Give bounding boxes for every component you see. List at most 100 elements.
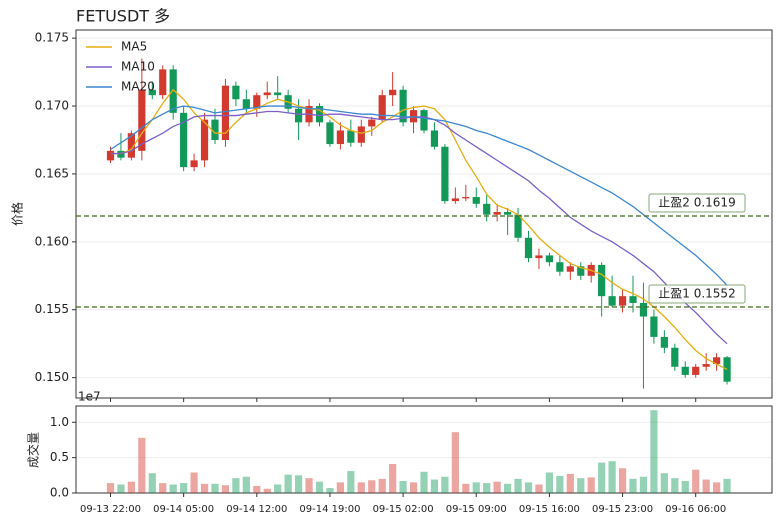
volume-bar — [608, 461, 616, 493]
candle-body — [357, 126, 365, 143]
volume-bar — [441, 476, 449, 493]
volume-bar — [336, 482, 344, 493]
candle-body — [347, 130, 355, 143]
y-tick-label: 1.0 — [50, 415, 69, 429]
target-label: 止盈2 0.1619 — [658, 196, 735, 210]
candle-body — [253, 95, 261, 109]
candle-body — [713, 357, 721, 365]
y-tick-label: 0.5 — [50, 450, 69, 464]
candle-body — [723, 357, 731, 382]
volume-bar — [357, 482, 365, 493]
volume-bar — [713, 482, 721, 493]
candle-body — [524, 237, 533, 259]
candle-body — [190, 160, 198, 168]
y-tick-label: 0.175 — [35, 31, 69, 45]
volume-bar — [315, 481, 324, 493]
candle-body — [608, 296, 616, 306]
offset-label: 1e7 — [78, 390, 101, 404]
plot-frame — [75, 405, 773, 494]
volume-bar — [106, 483, 115, 493]
volume-bar — [577, 478, 585, 493]
volume-bar — [200, 483, 209, 493]
candle-body — [483, 203, 491, 215]
candle-body — [639, 302, 648, 317]
volume-bar — [190, 472, 198, 493]
candle-body — [514, 214, 522, 238]
volume-bar — [159, 483, 167, 493]
volume-bar — [472, 482, 480, 493]
legend-label: MA10 — [121, 60, 155, 74]
candle-body — [660, 336, 668, 348]
volume-bar — [399, 480, 407, 493]
volume-bar — [389, 464, 397, 493]
candle-body — [127, 133, 135, 158]
candle-body — [117, 150, 125, 158]
plot-frame — [75, 29, 773, 399]
y-tick-label: 0.155 — [35, 302, 69, 316]
x-tick-label: 09-14 12:00 — [226, 504, 287, 515]
volume-bar — [702, 479, 710, 493]
candle-body — [180, 112, 188, 168]
x-tick-label: 09-14 05:00 — [153, 504, 214, 515]
volume-bar — [326, 488, 334, 493]
candle-body — [221, 85, 230, 140]
candle-body — [315, 106, 324, 123]
candle-body — [566, 266, 574, 272]
candle-body — [274, 92, 282, 96]
target-label-box — [648, 193, 746, 213]
volume-bar — [253, 485, 261, 493]
candle-body — [420, 110, 428, 131]
candle-body — [629, 296, 637, 303]
candle-body — [242, 99, 250, 109]
x-tick-label: 09-16 06:00 — [665, 504, 726, 515]
chart-title: FETUSDT 多 — [76, 7, 170, 26]
candle-body — [430, 130, 439, 147]
target-label: 止盈1 0.1552 — [658, 287, 735, 301]
volume-bar — [462, 483, 470, 493]
candle-body — [263, 92, 271, 96]
volume-bar — [148, 473, 156, 493]
volume-bar — [556, 476, 564, 493]
volume-bar — [483, 483, 491, 493]
volume-bar — [451, 432, 459, 493]
volume-bar — [598, 462, 606, 493]
candle-body — [232, 85, 240, 100]
volume-bar — [545, 472, 554, 493]
volume-bar — [618, 468, 627, 493]
ma-line — [110, 88, 728, 371]
candle-body — [462, 197, 470, 199]
volume-axis-label: 成交量 — [26, 432, 41, 468]
legend-label: MA20 — [121, 80, 155, 94]
candle-body — [200, 119, 209, 161]
volume-bar — [242, 476, 250, 493]
candle-body — [399, 89, 407, 123]
volume-bar — [692, 469, 700, 493]
y-tick-label: 0.165 — [35, 166, 69, 180]
volume-bar — [650, 410, 658, 493]
candle-body — [326, 122, 334, 145]
candle-body — [106, 150, 115, 161]
volume-bar — [127, 481, 135, 493]
volume-bar — [368, 480, 376, 493]
volume-bar — [420, 471, 428, 493]
candle-body — [493, 211, 501, 215]
y-tick-label: 0.170 — [35, 99, 69, 113]
candle-body — [598, 264, 606, 297]
candle-body — [148, 89, 156, 96]
candle-body — [504, 211, 512, 215]
volume-bar — [524, 482, 533, 493]
volume-bar — [347, 471, 355, 493]
volume-bar — [660, 473, 668, 493]
volume-bar — [535, 484, 543, 493]
y-tick-label: 0.160 — [35, 234, 69, 248]
x-tick-label: 09-15 16:00 — [519, 504, 580, 515]
candle-body — [336, 130, 344, 145]
volume-bar — [138, 437, 146, 493]
x-tick-label: 09-15 09:00 — [446, 504, 507, 515]
volume-bar — [671, 478, 679, 493]
x-tick-label: 09-13 22:00 — [80, 504, 141, 515]
volume-bar — [587, 477, 595, 493]
y-axis-label: 价格 — [10, 202, 25, 226]
volume-bar — [378, 478, 386, 493]
